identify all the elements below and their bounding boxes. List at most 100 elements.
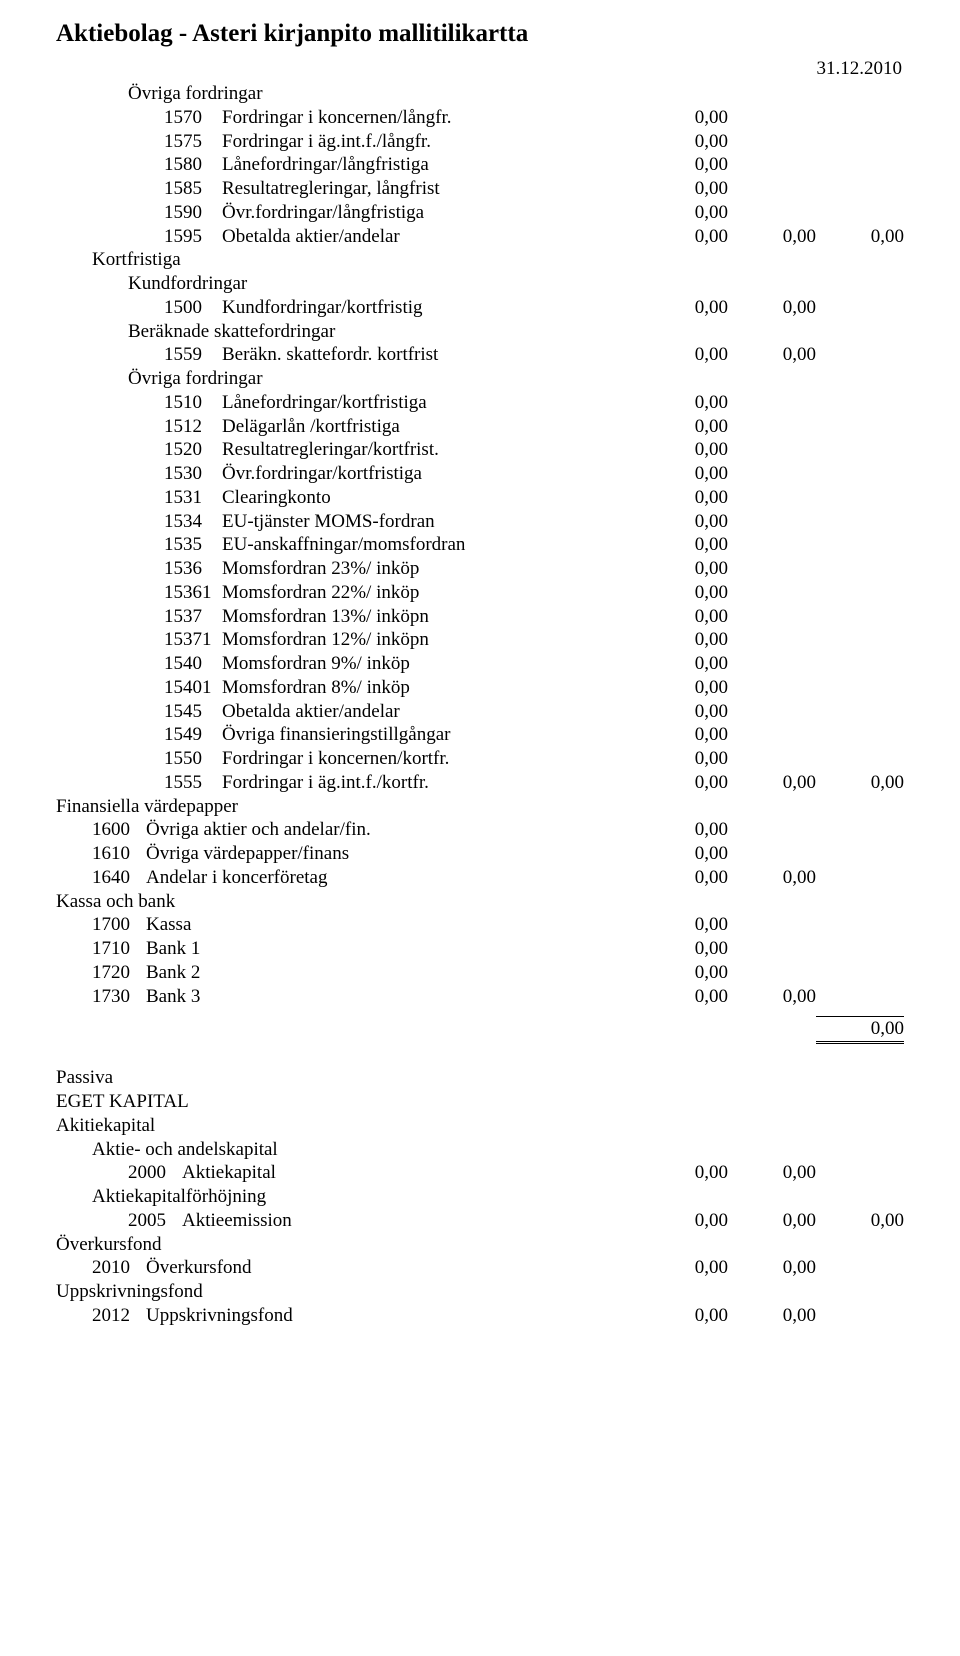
account-code: 1610 (92, 842, 146, 866)
account-desc: Bank 1 (146, 937, 640, 961)
account-desc: Lånefordringar/långfristiga (222, 153, 640, 177)
account-desc: Beräkn. skattefordr. kortfrist (222, 343, 640, 367)
table-row: 1537 Momsfordran 13%/ inköpn 0,00 (56, 605, 904, 629)
heading-label: EGET KAPITAL (56, 1090, 640, 1114)
table-row: 1640 Andelar i koncerföretag 0,00 0,00 (56, 866, 904, 890)
value: 0,00 (640, 415, 728, 439)
account-desc: Delägarlån /kortfristiga (222, 415, 640, 439)
account-code: 1510 (164, 391, 222, 415)
account-code: 1570 (164, 106, 222, 130)
table-row: 1545 Obetalda aktier/andelar 0,00 (56, 700, 904, 724)
heading-akitiekapital: Akitiekapital (56, 1114, 904, 1138)
value: 0,00 (728, 866, 816, 890)
value: 0,00 (728, 343, 816, 367)
table-row: 1730 Bank 3 0,00 0,00 (56, 985, 904, 1009)
table-row: 1575 Fordringar i äg.int.f./långfr. 0,00 (56, 130, 904, 154)
account-code: 1545 (164, 700, 222, 724)
account-code: 15371 (164, 628, 222, 652)
account-desc: Momsfordran 22%/ inköp (222, 581, 640, 605)
heading-eget-kapital: EGET KAPITAL (56, 1090, 904, 1114)
value: 0,00 (816, 225, 904, 249)
table-row: 15401 Momsfordran 8%/ inköp 0,00 (56, 676, 904, 700)
value: 0,00 (640, 153, 728, 177)
value: 0,00 (640, 723, 728, 747)
value: 0,00 (640, 985, 728, 1009)
account-code: 1534 (164, 510, 222, 534)
account-desc: Obetalda aktier/andelar (222, 225, 640, 249)
account-desc: EU-tjänster MOMS-fordran (222, 510, 640, 534)
total-value: 0,00 (816, 1016, 904, 1044)
value: 0,00 (728, 1304, 816, 1328)
value: 0,00 (728, 1256, 816, 1280)
account-code: 1531 (164, 486, 222, 510)
account-code: 2010 (92, 1256, 146, 1280)
value: 0,00 (728, 1209, 816, 1233)
account-code: 15361 (164, 581, 222, 605)
account-desc: Fordringar i koncernen/kortfr. (222, 747, 640, 771)
heading-label: Akitiekapital (56, 1114, 640, 1138)
table-row: 1512 Delägarlån /kortfristiga 0,00 (56, 415, 904, 439)
account-desc: Momsfordran 12%/ inköpn (222, 628, 640, 652)
account-code: 1550 (164, 747, 222, 771)
account-desc: EU-anskaffningar/momsfordran (222, 533, 640, 557)
table-row: 2010 Överkursfond 0,00 0,00 (56, 1256, 904, 1280)
value: 0,00 (640, 130, 728, 154)
value: 0,00 (640, 486, 728, 510)
page-title: Aktiebolag - Asteri kirjanpito mallitili… (56, 20, 904, 48)
heading-aktiekapitalforhojning: Aktiekapitalförhöjning (56, 1185, 904, 1209)
account-code: 1600 (92, 818, 146, 842)
heading-aktie-andelskapital: Aktie- och andelskapital (56, 1138, 904, 1162)
value: 0,00 (640, 1256, 728, 1280)
heading-overkursfond: Överkursfond (56, 1233, 904, 1257)
heading-label: Kassa och bank (56, 890, 640, 914)
table-row: 1610 Övriga värdepapper/finans 0,00 (56, 842, 904, 866)
account-code: 2000 (128, 1161, 182, 1185)
account-code: 1730 (92, 985, 146, 1009)
account-code: 1549 (164, 723, 222, 747)
account-code: 1555 (164, 771, 222, 795)
account-code: 15401 (164, 676, 222, 700)
table-row: 1595 Obetalda aktier/andelar 0,00 0,00 0… (56, 225, 904, 249)
heading-kundfordringar: Kundfordringar (56, 272, 904, 296)
report-date: 31.12.2010 (56, 58, 904, 80)
value: 0,00 (640, 177, 728, 201)
value: 0,00 (640, 533, 728, 557)
table-row: 1535 EU-anskaffningar/momsfordran 0,00 (56, 533, 904, 557)
account-code: 1700 (92, 913, 146, 937)
account-desc: Obetalda aktier/andelar (222, 700, 640, 724)
value: 0,00 (640, 628, 728, 652)
heading-label: Övriga fordringar (128, 82, 640, 106)
heading-label: Aktie- och andelskapital (92, 1138, 640, 1162)
table-row: 1600 Övriga aktier och andelar/fin. 0,00 (56, 818, 904, 842)
heading-label: Kundfordringar (128, 272, 640, 296)
heading-label: Passiva (56, 1066, 640, 1090)
table-row: 1540 Momsfordran 9%/ inköp 0,00 (56, 652, 904, 676)
value: 0,00 (640, 391, 728, 415)
account-desc: Övr.fordringar/långfristiga (222, 201, 640, 225)
account-desc: Clearingkonto (222, 486, 640, 510)
value: 0,00 (640, 581, 728, 605)
account-desc: Momsfordran 23%/ inköp (222, 557, 640, 581)
account-desc: Andelar i koncerföretag (146, 866, 640, 890)
value: 0,00 (640, 225, 728, 249)
table-row: 2012 Uppskrivningsfond 0,00 0,00 (56, 1304, 904, 1328)
heading-beraknade-skatt: Beräknade skattefordringar (56, 320, 904, 344)
account-desc: Överkursfond (146, 1256, 640, 1280)
account-code: 1720 (92, 961, 146, 985)
heading-ovriga-fordringar-2: Övriga fordringar (56, 367, 904, 391)
account-desc: Uppskrivningsfond (146, 1304, 640, 1328)
value: 0,00 (640, 510, 728, 534)
heading-uppskrivningsfond: Uppskrivningsfond (56, 1280, 904, 1304)
value: 0,00 (640, 771, 728, 795)
table-row: 1710 Bank 1 0,00 (56, 937, 904, 961)
value: 0,00 (640, 866, 728, 890)
account-desc: Övriga finansieringstillgångar (222, 723, 640, 747)
heading-kassa-bank: Kassa och bank (56, 890, 904, 914)
table-row: 1520 Resultatregleringar/kortfrist. 0,00 (56, 438, 904, 462)
heading-label: Överkursfond (56, 1233, 640, 1257)
account-desc: Bank 2 (146, 961, 640, 985)
account-code: 1535 (164, 533, 222, 557)
table-row: 2005 Aktieemission 0,00 0,00 0,00 (56, 1209, 904, 1233)
table-row: 1530 Övr.fordringar/kortfristiga 0,00 (56, 462, 904, 486)
account-code: 1540 (164, 652, 222, 676)
